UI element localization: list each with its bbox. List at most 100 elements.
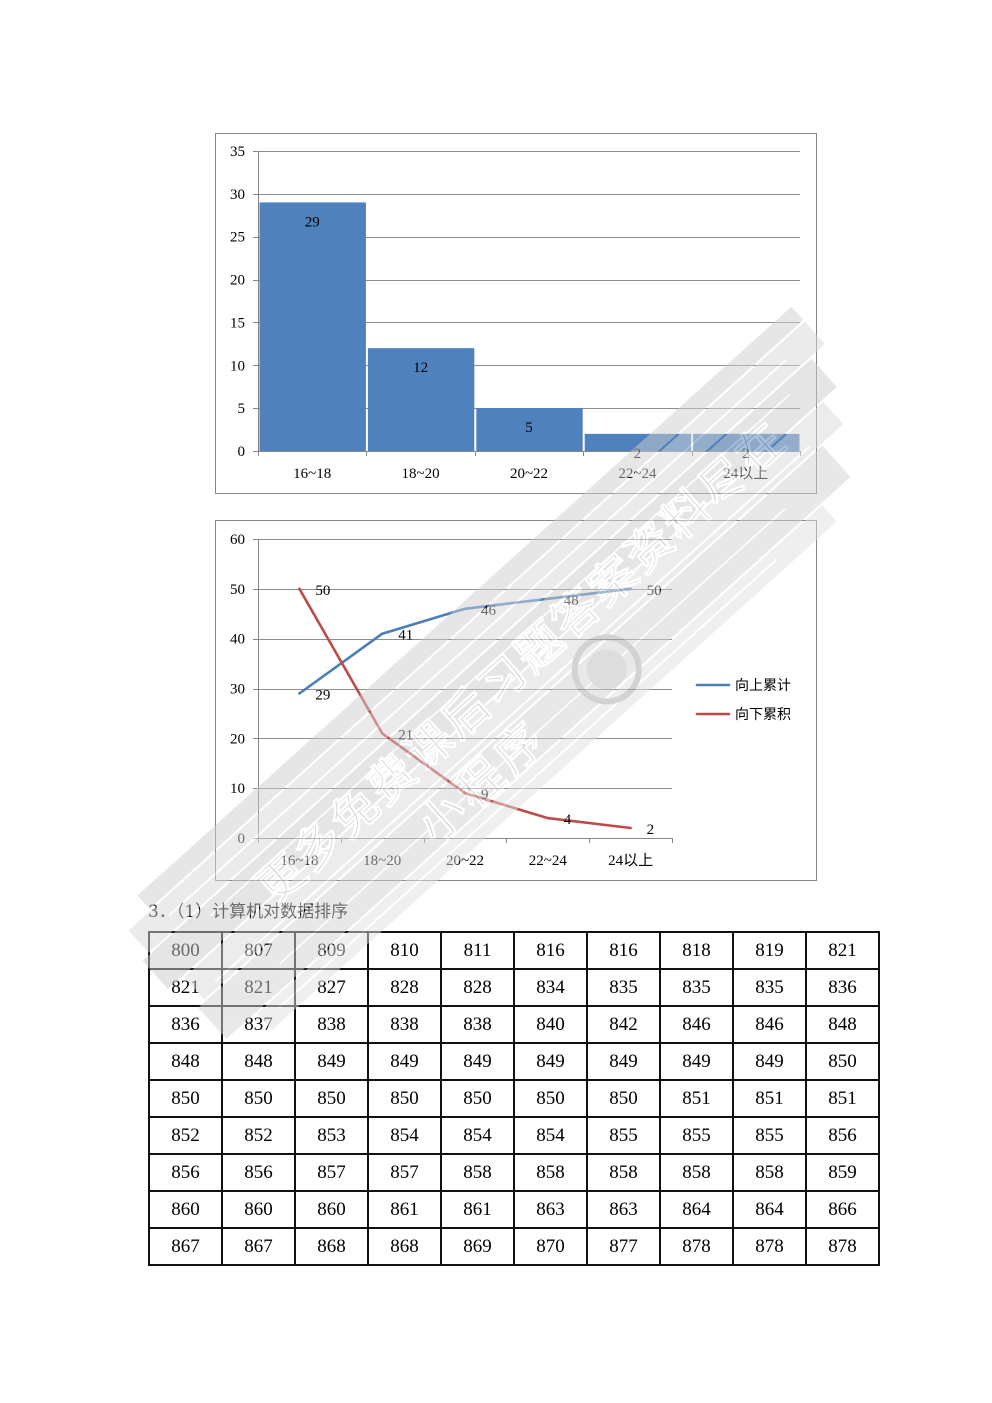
table-row: 856 856 857 857 858 858 858 858 858 859 (148, 1153, 880, 1192)
table-cell: 860 (294, 1190, 369, 1229)
table-cell: 835 (659, 968, 734, 1007)
table-cell: 821 (148, 968, 223, 1007)
table-cell: 828 (367, 968, 442, 1007)
x-tick-label: 20~22 (510, 466, 548, 482)
data-point (546, 597, 549, 600)
line-data-label: 21 (398, 727, 413, 743)
table-cell: 816 (586, 931, 661, 970)
table-cell: 849 (367, 1042, 442, 1081)
bar-data-label: 5 (525, 420, 533, 436)
table-cell: 869 (440, 1227, 515, 1266)
table-cell: 850 (440, 1079, 515, 1118)
y-tick-label: 30 (230, 187, 245, 203)
table-cell: 827 (294, 968, 369, 1007)
x-tick-label: 18~20 (363, 853, 401, 869)
x-tick-label: 22~24 (618, 466, 657, 482)
y-tick-label: 25 (230, 230, 245, 246)
line-data-label: 41 (398, 628, 413, 644)
table-cell: 835 (732, 968, 807, 1007)
table-cell: 836 (148, 1005, 223, 1044)
bar-data-label: 2 (742, 446, 750, 462)
table-row: 852 852 853 854 854 854 855 855 855 856 (148, 1116, 880, 1155)
line-data-label: 46 (481, 603, 497, 619)
table-cell: 846 (659, 1005, 734, 1044)
table-cell: 848 (805, 1005, 880, 1044)
table-cell: 821 (221, 968, 296, 1007)
histogram-chart: 0 5 10 15 20 25 30 35 16~18 18~20 20~22 22~24 24以上 29… (215, 133, 817, 494)
table-cell: 838 (367, 1005, 442, 1044)
table-cell: 858 (732, 1153, 807, 1192)
bar-data-label: 12 (413, 360, 428, 376)
y-tick-label: 20 (230, 273, 245, 289)
table-cell: 835 (586, 968, 661, 1007)
table-cell: 855 (732, 1116, 807, 1155)
table-cell: 850 (148, 1079, 223, 1118)
x-tick-label: 20~22 (446, 853, 484, 869)
bar (259, 202, 366, 451)
y-tick-label: 35 (230, 144, 245, 160)
table-cell: 858 (659, 1153, 734, 1192)
table-cell: 849 (440, 1042, 515, 1081)
cumulative-line-chart: 0 10 20 30 40 50 60 16~18 18~20 20~22 22~24 24以上 29 4… (215, 520, 817, 881)
table-cell: 877 (586, 1227, 661, 1266)
table-cell: 854 (513, 1116, 588, 1155)
y-tick-label: 0 (238, 831, 246, 847)
table-cell: 821 (805, 931, 880, 970)
table-cell: 819 (732, 931, 807, 970)
line-data-label: 4 (564, 812, 572, 828)
table-cell: 850 (221, 1079, 296, 1118)
y-tick-label: 30 (230, 682, 245, 698)
table-cell: 846 (732, 1005, 807, 1044)
y-tick-label: 5 (238, 401, 246, 417)
table-cell: 855 (586, 1116, 661, 1155)
table-row: 867 867 868 868 869 870 877 878 878 878 (148, 1227, 880, 1266)
table-cell: 866 (805, 1190, 880, 1229)
table-cell: 856 (148, 1153, 223, 1192)
line-data-label: 50 (315, 583, 330, 599)
table-cell: 867 (148, 1227, 223, 1266)
table-row: 850 850 850 850 850 850 850 851 851 851 (148, 1079, 880, 1118)
x-tick-label: 18~20 (402, 466, 440, 482)
y-tick-label: 0 (238, 444, 246, 460)
table-cell: 858 (586, 1153, 661, 1192)
table-cell: 861 (367, 1190, 442, 1229)
table-cell: 861 (440, 1190, 515, 1229)
table-cell: 849 (586, 1042, 661, 1081)
table-cell: 855 (659, 1116, 734, 1155)
table-cell: 858 (440, 1153, 515, 1192)
legend-label: 向下累积 (735, 707, 791, 723)
table-row: 848 848 849 849 849 849 849 849 849 850 (148, 1042, 880, 1081)
line-data-label: 29 (315, 687, 330, 703)
table-cell: 828 (440, 968, 515, 1007)
table-cell: 857 (294, 1153, 369, 1192)
table-cell: 837 (221, 1005, 296, 1044)
table-cell: 863 (513, 1190, 588, 1229)
table-cell: 816 (513, 931, 588, 970)
table-cell: 850 (294, 1079, 369, 1118)
y-tick-label: 60 (230, 532, 245, 548)
table-row: 800 807 809 810 811 816 816 818 819 821 (148, 931, 880, 970)
table-cell: 864 (732, 1190, 807, 1229)
bar-data-label: 2 (634, 446, 642, 462)
table-cell: 836 (805, 968, 880, 1007)
table-cell: 848 (148, 1042, 223, 1081)
table-cell: 852 (148, 1116, 223, 1155)
table-cell: 851 (659, 1079, 734, 1118)
table-cell: 852 (221, 1116, 296, 1155)
y-tick-label: 10 (230, 358, 245, 374)
table-row: 836 837 838 838 838 840 842 846 846 848 (148, 1005, 880, 1044)
table-cell: 849 (732, 1042, 807, 1081)
table-cell: 854 (440, 1116, 515, 1155)
x-tick-label: 22~24 (529, 853, 568, 869)
table-cell: 859 (805, 1153, 880, 1192)
line-data-label: 2 (647, 822, 655, 838)
table-cell: 860 (221, 1190, 296, 1229)
data-point (629, 587, 632, 591)
table-cell: 850 (367, 1079, 442, 1118)
x-tick-label: 24以上 (723, 465, 768, 482)
data-point (463, 791, 467, 795)
table-cell: 858 (513, 1153, 588, 1192)
